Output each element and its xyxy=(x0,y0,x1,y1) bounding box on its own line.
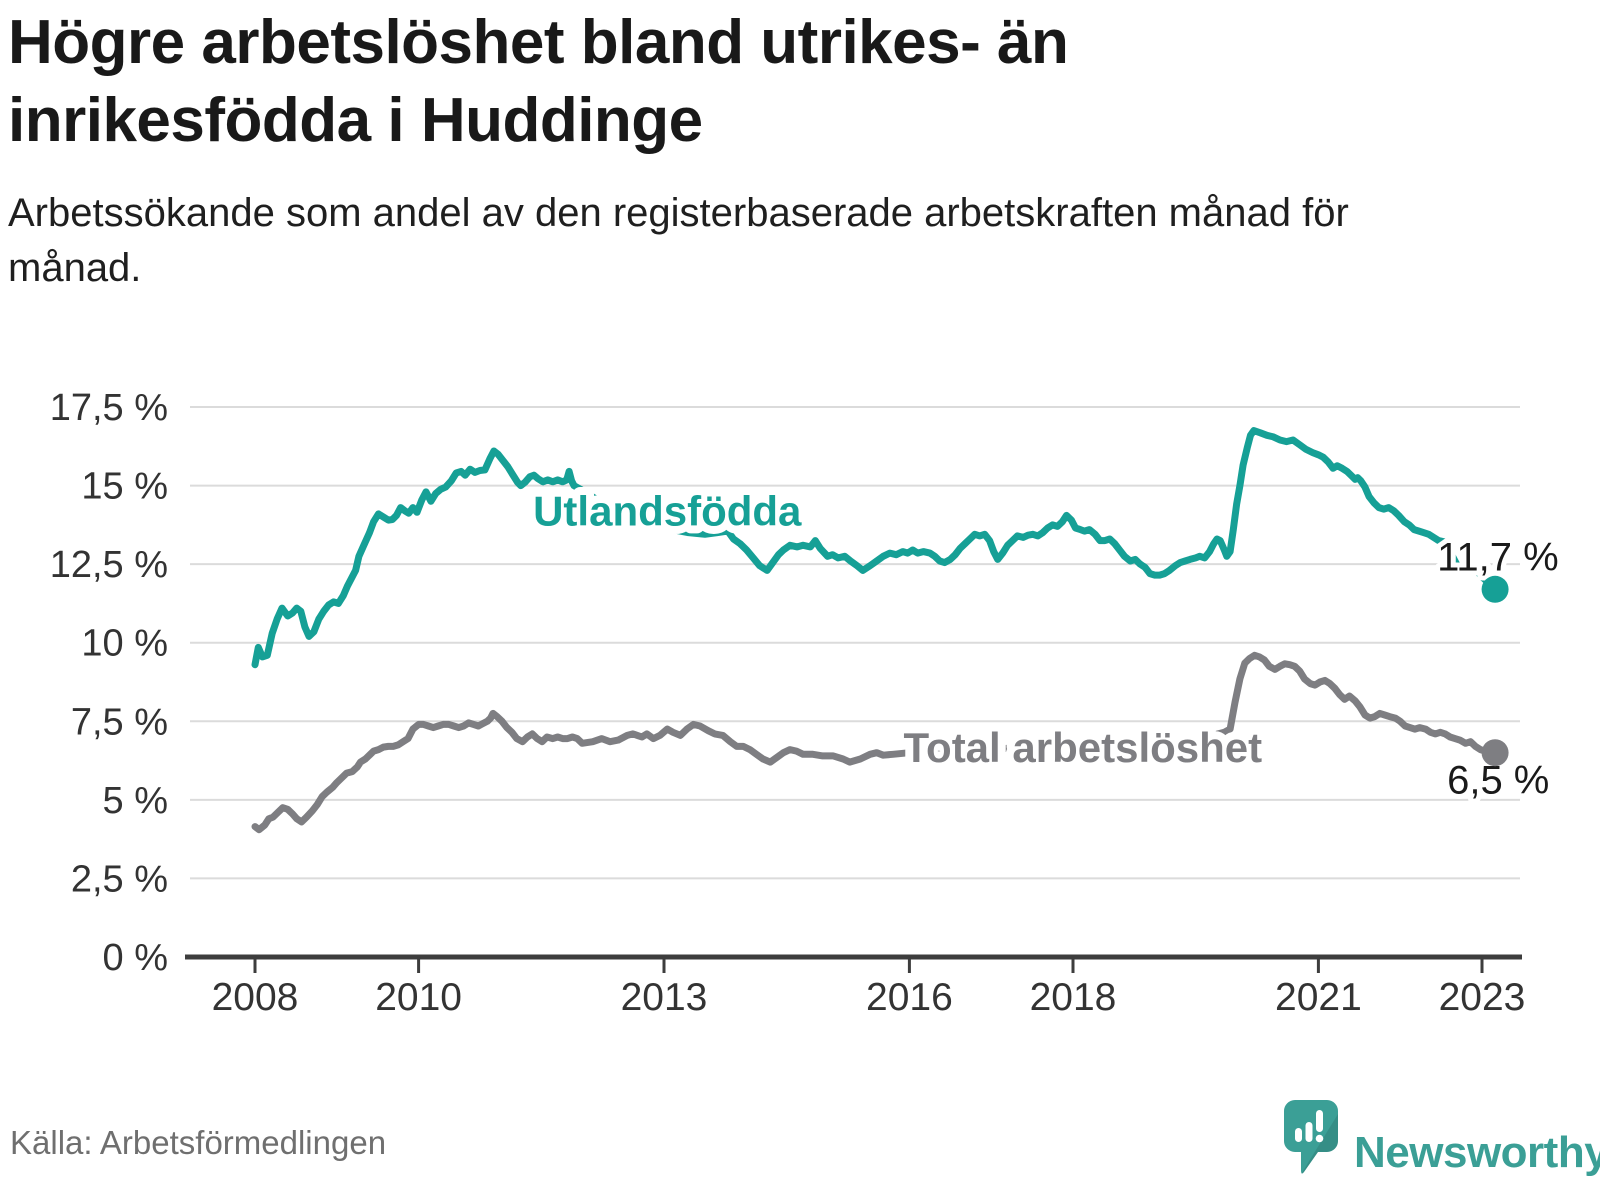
x-tick-label: 2008 xyxy=(212,976,299,1019)
y-tick-label: 5 % xyxy=(103,780,168,822)
y-tick-label: 10 % xyxy=(81,623,168,665)
newsworthy-logo: Newsworthy xyxy=(1284,1100,1600,1178)
y-tick-label: 0 % xyxy=(103,937,168,979)
y-tick-label: 15 % xyxy=(81,466,168,508)
x-tick-label: 2023 xyxy=(1439,976,1526,1019)
x-tick-label: 2010 xyxy=(375,976,462,1019)
series-line-utlandsfodda xyxy=(251,427,1499,669)
series-line-total xyxy=(251,651,1499,834)
end-value-annotation-utlandsfodda: 11,7 % xyxy=(1437,535,1559,579)
newsworthy-wordmark: Newsworthy xyxy=(1354,1128,1600,1177)
y-tick-label: 2,5 % xyxy=(71,858,168,900)
y-tick-label: 12,5 % xyxy=(50,544,168,586)
end-dot-total xyxy=(1481,739,1509,767)
series-label-total: Total arbetslöshet xyxy=(904,724,1263,771)
newsworthy-logo-icon xyxy=(1284,1100,1338,1174)
y-tick-label: 7,5 % xyxy=(71,701,168,743)
x-tick-label: 2016 xyxy=(866,976,953,1019)
page-title: Högre arbetslöshet bland utrikes- än inr… xyxy=(8,8,1069,156)
x-tick-label: 2013 xyxy=(621,976,708,1019)
x-tick-label: 2021 xyxy=(1275,976,1362,1019)
page-subtitle: Arbetssökande som andel av den registerb… xyxy=(8,191,1349,291)
source-note: Källa: Arbetsförmedlingen xyxy=(10,1124,387,1161)
end-dot-utlandsfodda xyxy=(1481,575,1509,603)
x-tick-label: 2018 xyxy=(1030,976,1117,1019)
series-label-utlandsfodda: Utlandsfödda xyxy=(533,488,802,535)
y-tick-label: 17,5 % xyxy=(50,387,168,429)
end-value-annotation-total: 6,5 % xyxy=(1447,759,1549,803)
